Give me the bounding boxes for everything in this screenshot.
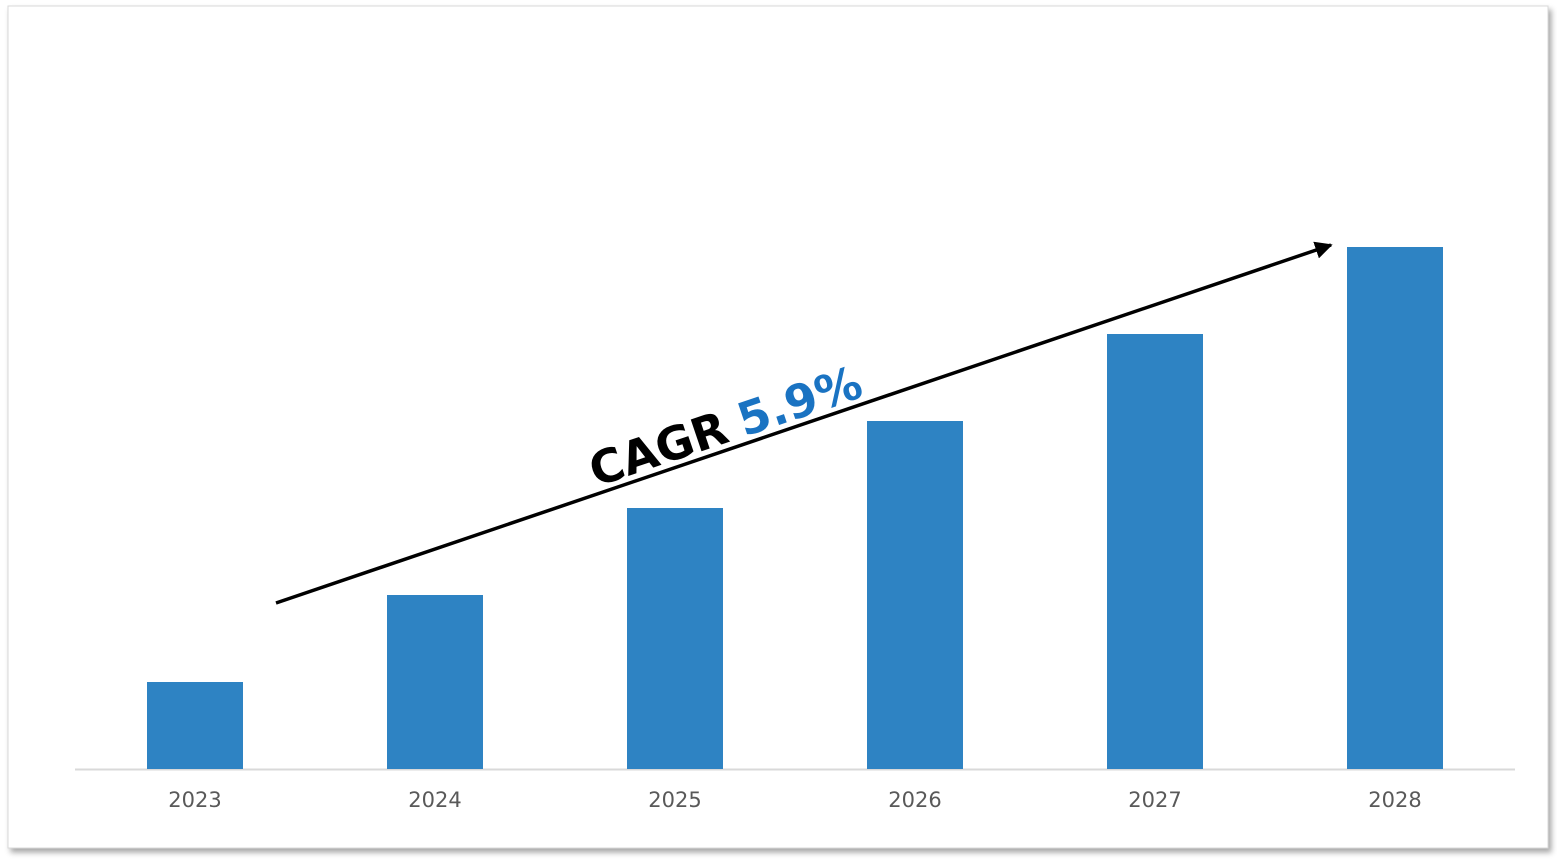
bar: [627, 508, 723, 769]
cagr-arrow: [275, 241, 1333, 605]
x-tick-label: 2025: [648, 788, 701, 812]
bar: [1347, 247, 1443, 769]
bar: [387, 595, 483, 769]
bar: [147, 682, 243, 769]
x-tick-label: 2026: [888, 788, 941, 812]
x-tick-label: 2024: [408, 788, 461, 812]
plot: 2023 2024 2025 2026 2027 2028: [147, 247, 1443, 812]
bar: [1107, 334, 1203, 769]
bar: [867, 421, 963, 769]
x-tick-label: 2023: [168, 788, 221, 812]
x-tick-label: 2028: [1368, 788, 1421, 812]
x-tick-label: 2027: [1128, 788, 1181, 812]
frame: [7, 5, 1549, 849]
